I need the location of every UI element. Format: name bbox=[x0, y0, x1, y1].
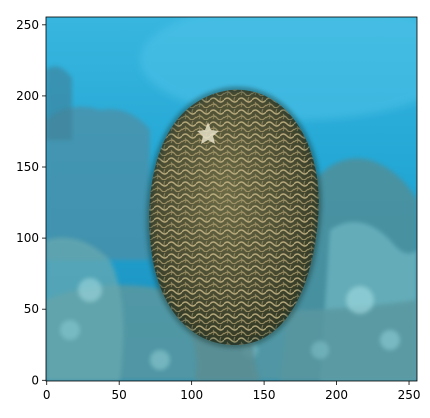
x-tick-label: 150 bbox=[253, 388, 276, 402]
y-axis: 0 50 100 150 200 250 bbox=[16, 18, 46, 387]
coral-highlight bbox=[197, 122, 219, 144]
x-tick-label: 250 bbox=[398, 388, 421, 402]
y-tick-label: 100 bbox=[16, 231, 39, 245]
axes-frame bbox=[45, 16, 418, 382]
y-tick-label: 150 bbox=[16, 160, 39, 174]
x-axis: 0 50 100 150 200 250 bbox=[43, 381, 421, 402]
y-tick-label: 200 bbox=[16, 89, 39, 103]
x-tick-label: 0 bbox=[43, 388, 51, 402]
photo-area bbox=[46, 17, 417, 381]
x-tick-label: 200 bbox=[325, 388, 348, 402]
y-tick-label: 50 bbox=[24, 302, 39, 316]
x-tick-label: 100 bbox=[180, 388, 203, 402]
y-tick-label: 0 bbox=[31, 373, 39, 387]
x-tick-label: 50 bbox=[112, 388, 127, 402]
y-tick-label: 250 bbox=[16, 18, 39, 32]
